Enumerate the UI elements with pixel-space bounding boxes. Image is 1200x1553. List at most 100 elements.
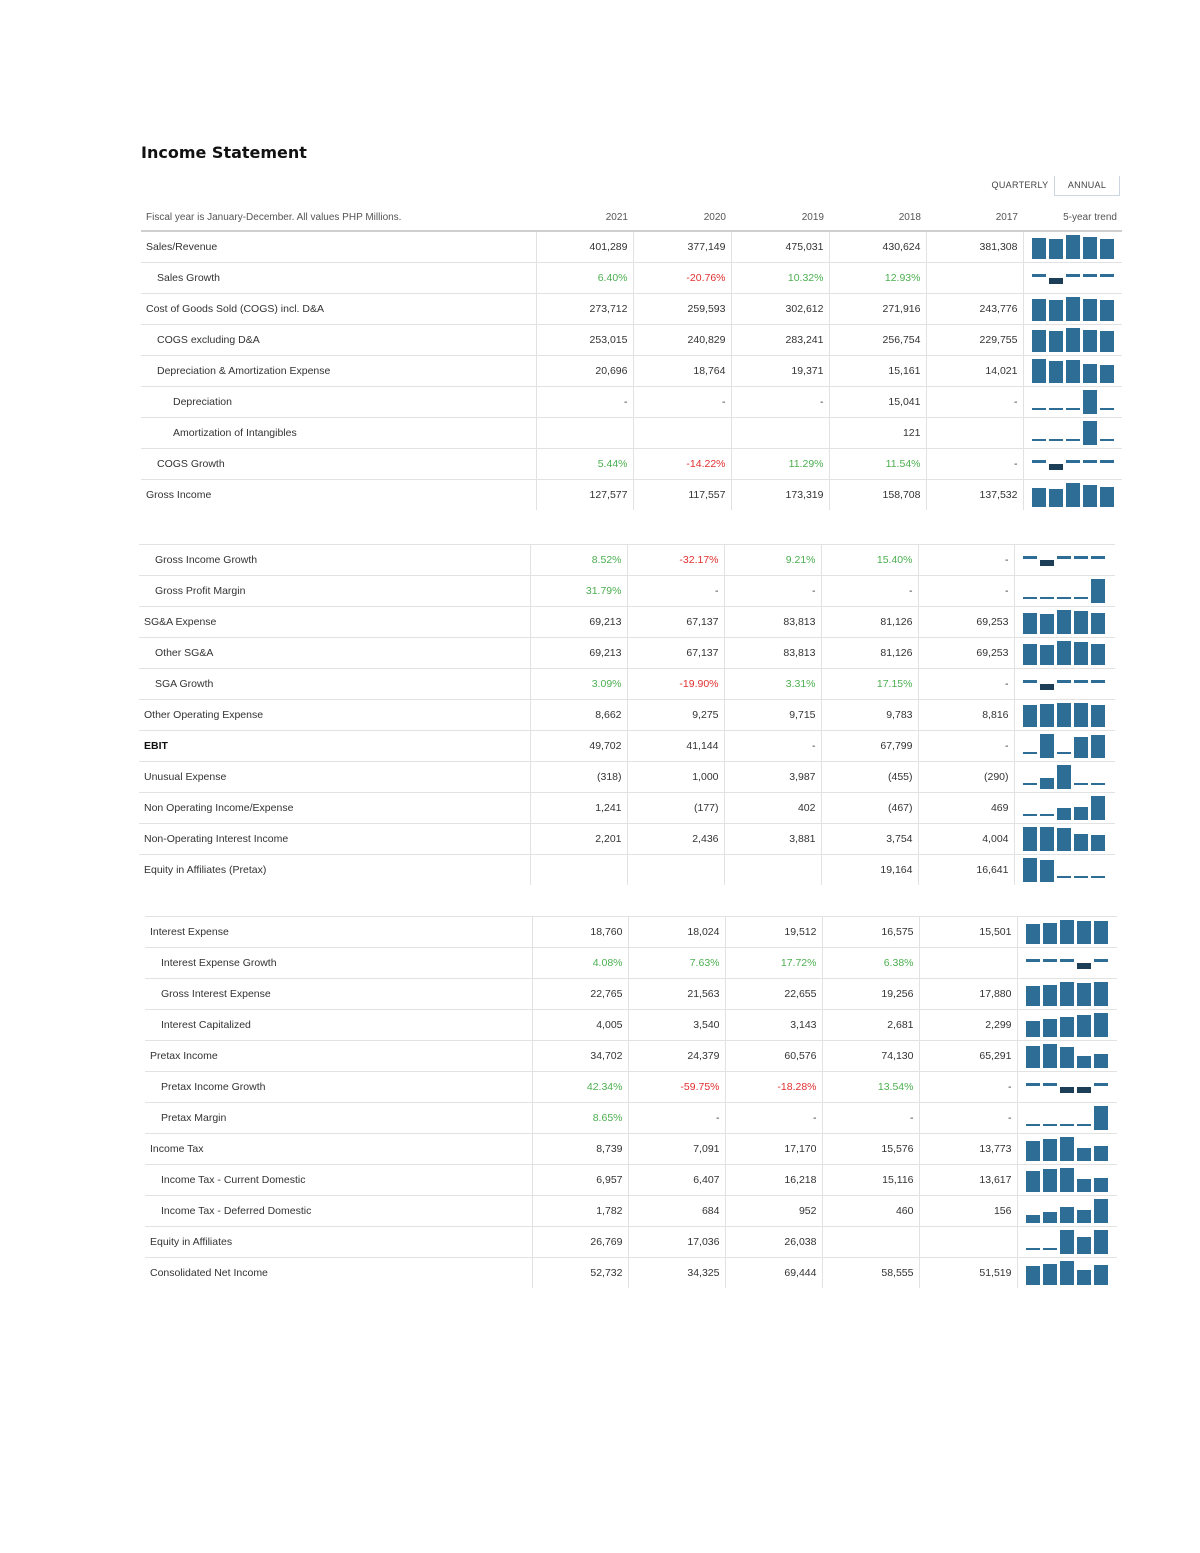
- value-cell: 18,764: [632, 355, 731, 387]
- trend-bar: [1022, 814, 1037, 816]
- trend-bar: [1093, 1106, 1108, 1130]
- trend-bar: [1048, 361, 1063, 383]
- trend-bar: [1076, 1210, 1091, 1223]
- trend-bar: [1022, 705, 1037, 727]
- value-cell: 7.63%: [627, 947, 725, 979]
- trend-bar: [1059, 1207, 1074, 1223]
- trend-cell: [1022, 355, 1122, 387]
- trend-bar: [1059, 1047, 1074, 1068]
- value-cell: -: [627, 1102, 725, 1134]
- value-cell: 1,782: [531, 1195, 628, 1227]
- trend-cell: [1016, 1009, 1117, 1041]
- trend-bar: [1048, 439, 1063, 441]
- trend-mark: [1099, 274, 1114, 277]
- trend-bar: [1090, 835, 1105, 851]
- trend-bar: [1073, 876, 1088, 878]
- value-cell: 17.15%: [820, 668, 918, 700]
- trend-bar: [1039, 778, 1054, 789]
- value-cell: 69,213: [529, 606, 627, 638]
- value-cell: 17,170: [724, 1133, 822, 1165]
- value-cell: 83,813: [723, 606, 821, 638]
- value-cell: 6.40%: [535, 262, 633, 294]
- trend-bar: [1076, 983, 1091, 1006]
- trend-bar: [1039, 814, 1054, 816]
- value-cell: 65,291: [918, 1040, 1017, 1072]
- table-row: Interest Capitalized 4,005 3,540 3,143 2,681…: [145, 1009, 1117, 1041]
- trend-bar: [1031, 359, 1046, 383]
- value-cell: 9,715: [723, 699, 821, 731]
- row-label: Interest Capitalized: [145, 1009, 532, 1041]
- table-row: Sales Growth 6.40% -20.76% 10.32% 12.93%: [141, 262, 1122, 294]
- value-cell: -: [723, 730, 821, 762]
- trend-sparkline: [1025, 982, 1108, 1006]
- trend-sparkline: [1031, 390, 1114, 414]
- value-cell: 117,557: [632, 479, 731, 510]
- value-cell: 4.08%: [531, 947, 628, 979]
- value-cell: 1,000: [626, 761, 724, 793]
- table-row: Pretax Income Growth 42.34% -59.75% -18.28%…: [145, 1071, 1117, 1103]
- section-1-body: Fiscal year is January-December. All val…: [141, 204, 1122, 510]
- row-label: Cost of Goods Sold (COGS) incl. D&A: [141, 293, 536, 325]
- value-cell: 684: [627, 1195, 725, 1227]
- value-cell: 13,773: [918, 1133, 1017, 1165]
- value-cell: 271,916: [828, 293, 926, 325]
- trend-cell: [1013, 699, 1115, 731]
- row-label: COGS excluding D&A: [141, 324, 536, 356]
- table-row: Pretax Income 34,702 24,379 60,576 74,130 65,…: [145, 1040, 1117, 1072]
- value-cell: 2,436: [626, 823, 724, 855]
- row-label: Gross Interest Expense: [145, 978, 532, 1010]
- value-cell: 26,769: [531, 1226, 628, 1258]
- trend-sparkline: [1025, 1083, 1108, 1093]
- value-cell: 19,164: [820, 854, 918, 885]
- trend-bar: [1031, 299, 1046, 321]
- trend-bar: [1059, 920, 1074, 944]
- value-cell: 9,275: [626, 699, 724, 731]
- value-cell: 13.54%: [821, 1071, 919, 1103]
- trend-sparkline: [1025, 1106, 1108, 1130]
- trend-mark: [1065, 460, 1080, 463]
- trend-cell: [1013, 730, 1115, 762]
- trend-cell: [1022, 324, 1122, 356]
- trend-mark: [1022, 556, 1037, 559]
- trend-bar: [1082, 237, 1097, 259]
- trend-cell: [1022, 479, 1122, 510]
- value-cell: [730, 417, 829, 449]
- period-toggle: QUARTERLY ANNUAL: [986, 176, 1120, 196]
- trend-bar: [1042, 1124, 1057, 1126]
- value-cell: 229,755: [925, 324, 1023, 356]
- value-cell: 17,880: [918, 978, 1017, 1010]
- value-cell: 69,253: [917, 606, 1014, 638]
- section-2-body: Gross Income Growth 8.52% -32.17% 9.21% 15.4…: [139, 544, 1115, 885]
- value-cell: 402: [723, 792, 821, 824]
- trend-mark: [1056, 680, 1071, 683]
- table-row: Cost of Goods Sold (COGS) incl. D&A 273,7…: [141, 293, 1122, 325]
- value-cell: (290): [917, 761, 1014, 793]
- table-row: EBIT 49,702 41,144-67,799-: [139, 730, 1115, 762]
- tab-annual[interactable]: ANNUAL: [1054, 176, 1120, 196]
- trend-sparkline: [1022, 858, 1105, 882]
- trend-sparkline: [1025, 1230, 1108, 1254]
- trend-mark: [1076, 963, 1091, 969]
- value-cell: 67,137: [626, 637, 724, 669]
- trend-bar: [1022, 597, 1037, 599]
- value-cell: 17,036: [627, 1226, 725, 1258]
- trend-bar: [1056, 641, 1071, 665]
- value-cell: -: [917, 575, 1014, 607]
- value-cell: 19,371: [730, 355, 829, 387]
- trend-bar: [1099, 365, 1114, 383]
- trend-bar: [1031, 488, 1046, 507]
- trend-cell: [1016, 1226, 1117, 1258]
- trend-mark: [1042, 1083, 1057, 1086]
- tab-quarterly[interactable]: QUARTERLY: [991, 180, 1049, 190]
- row-label: Equity in Affiliates (Pretax): [139, 854, 530, 885]
- value-cell: -20.76%: [632, 262, 731, 294]
- trend-bar: [1025, 1021, 1040, 1037]
- trend-cell: [1022, 386, 1122, 418]
- trend-cell: [1016, 1040, 1117, 1072]
- row-label: Gross Profit Margin: [139, 575, 530, 607]
- trend-bar: [1042, 985, 1057, 1006]
- value-cell: 15,041: [828, 386, 926, 418]
- row-label: Sales Growth: [141, 262, 536, 294]
- trend-bar: [1090, 783, 1105, 785]
- trend-bar: [1076, 1237, 1091, 1254]
